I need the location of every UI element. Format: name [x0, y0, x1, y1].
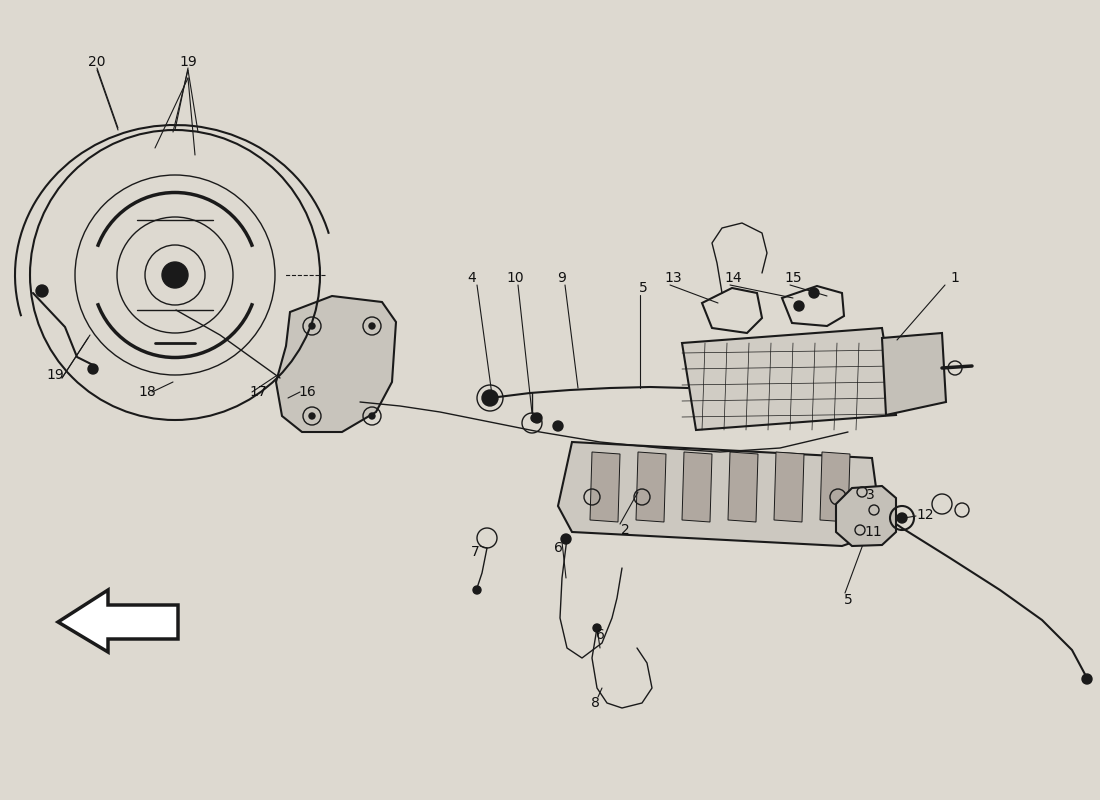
- Circle shape: [368, 413, 375, 419]
- Circle shape: [482, 390, 498, 406]
- Polygon shape: [682, 328, 896, 430]
- Circle shape: [1082, 674, 1092, 684]
- Text: 7: 7: [471, 545, 480, 559]
- Circle shape: [162, 262, 188, 288]
- Text: 4: 4: [468, 271, 476, 285]
- Circle shape: [593, 624, 601, 632]
- Text: 19: 19: [46, 368, 64, 382]
- Text: 13: 13: [664, 271, 682, 285]
- Polygon shape: [882, 333, 946, 415]
- Polygon shape: [276, 296, 396, 432]
- Circle shape: [896, 513, 907, 523]
- Circle shape: [808, 288, 820, 298]
- Text: 3: 3: [866, 488, 874, 502]
- Polygon shape: [682, 452, 712, 522]
- Text: 14: 14: [724, 271, 741, 285]
- Text: 16: 16: [298, 385, 316, 399]
- Text: 10: 10: [506, 271, 524, 285]
- Circle shape: [531, 414, 539, 422]
- Polygon shape: [590, 452, 620, 522]
- Circle shape: [532, 413, 542, 423]
- Text: 1: 1: [950, 271, 959, 285]
- Text: 9: 9: [558, 271, 566, 285]
- Text: 8: 8: [591, 696, 600, 710]
- Text: 19: 19: [179, 55, 197, 69]
- Text: 17: 17: [250, 385, 267, 399]
- Text: 18: 18: [139, 385, 156, 399]
- Text: 20: 20: [88, 55, 106, 69]
- Circle shape: [368, 323, 375, 329]
- Circle shape: [561, 534, 571, 544]
- Text: 5: 5: [844, 593, 852, 607]
- Circle shape: [36, 285, 48, 297]
- Circle shape: [88, 364, 98, 374]
- Text: 12: 12: [916, 508, 934, 522]
- Text: 11: 11: [865, 525, 882, 539]
- Circle shape: [473, 586, 481, 594]
- Text: 15: 15: [784, 271, 802, 285]
- Circle shape: [553, 421, 563, 431]
- Text: 6: 6: [595, 628, 604, 642]
- Polygon shape: [58, 590, 178, 652]
- Text: 2: 2: [620, 523, 629, 537]
- Polygon shape: [636, 452, 666, 522]
- Polygon shape: [820, 452, 850, 522]
- Polygon shape: [728, 452, 758, 522]
- Polygon shape: [836, 486, 896, 546]
- Polygon shape: [558, 442, 882, 546]
- Circle shape: [309, 413, 315, 419]
- Text: 5: 5: [639, 281, 648, 295]
- Circle shape: [794, 301, 804, 311]
- Polygon shape: [774, 452, 804, 522]
- Text: 6: 6: [553, 541, 562, 555]
- Circle shape: [309, 323, 315, 329]
